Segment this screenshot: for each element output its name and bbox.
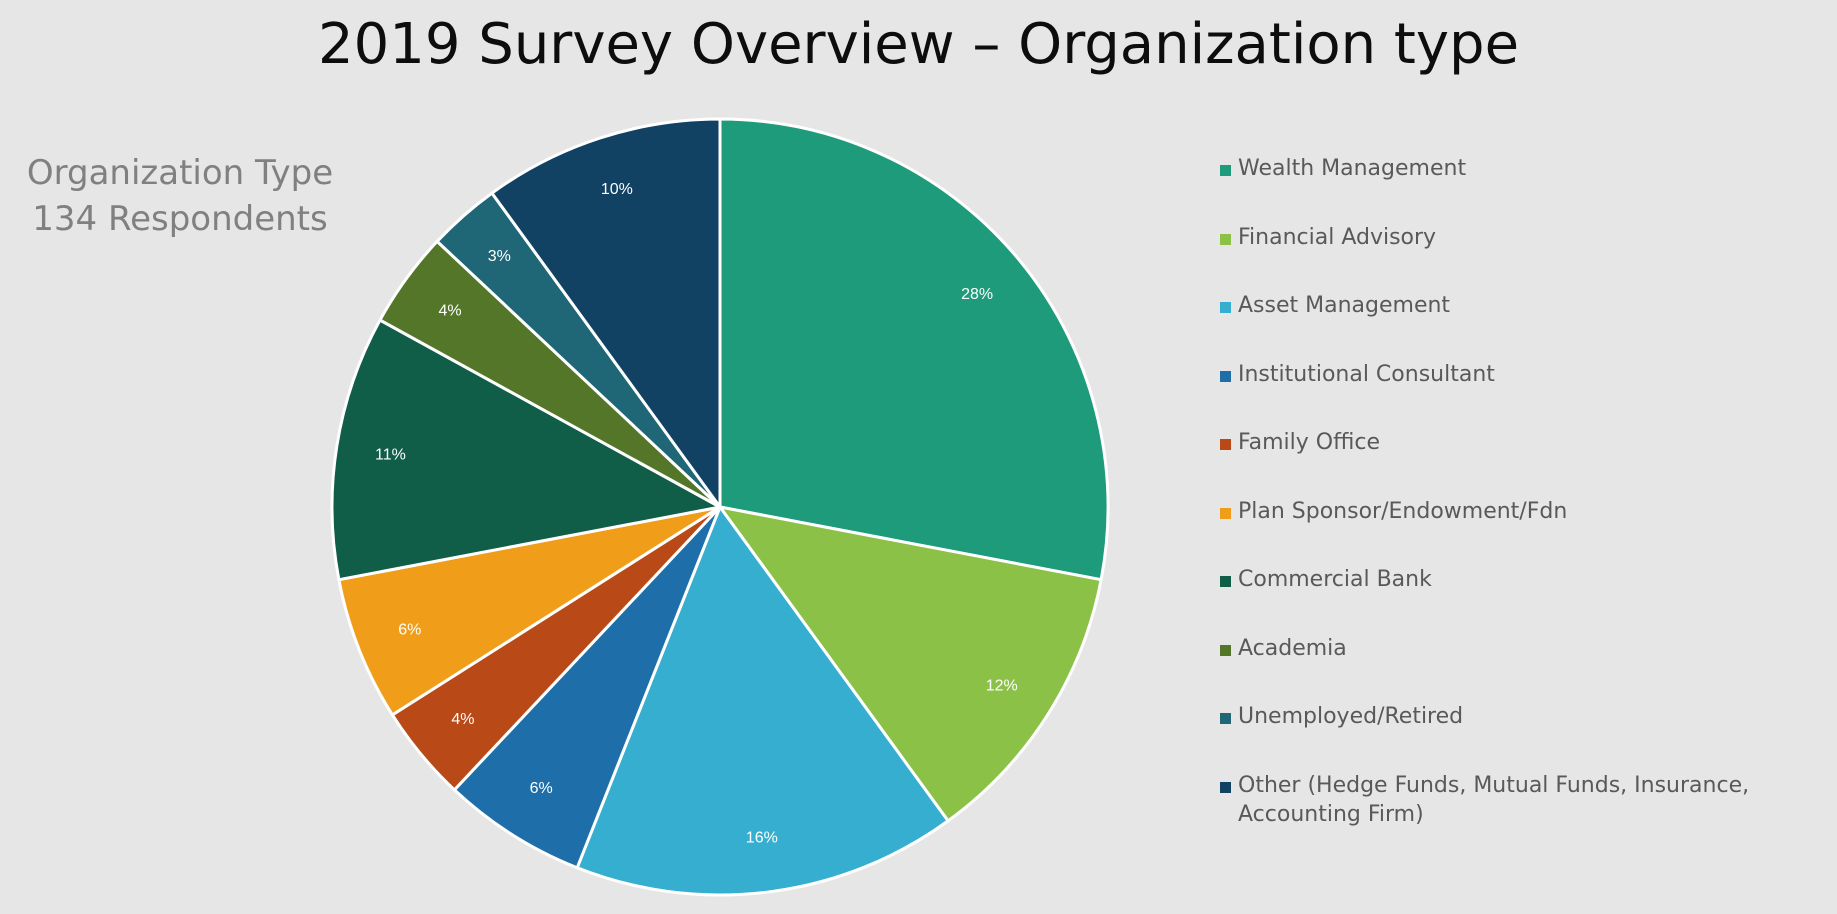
chart-legend: Wealth Management Financial Advisory Asset… — [1218, 154, 1818, 839]
legend-swatch — [1220, 370, 1231, 382]
data-label-family-office: 4% — [451, 711, 474, 728]
legend-item-commercial-bank: Commercial Bank — [1218, 565, 1818, 634]
legend-swatch — [1220, 576, 1231, 587]
legend-swatch — [1220, 644, 1231, 656]
data-label-wealth-management: 28% — [961, 286, 993, 303]
legend-item-other: Other (Hedge Funds, Mutual Funds, Insura… — [1218, 771, 1818, 840]
legend-item-institutional-consultant: Institutional Consultant — [1218, 360, 1818, 429]
data-label-other: 10% — [601, 181, 633, 198]
legend-label: Family Office — [1238, 430, 1381, 455]
chart-subtitle: Organization Type 134 Respondents — [20, 150, 340, 242]
legend-swatch — [1220, 507, 1231, 519]
data-label-unemployed-retired: 3% — [488, 248, 511, 265]
data-label-commercial-bank: 11% — [375, 446, 406, 463]
pie-slice-plan-sponsor-endowment-fdn — [337, 505, 722, 717]
legend-item-academia: Academia — [1218, 634, 1818, 703]
legend-item-plan-sponsor-endowment-fdn: Plan Sponsor/Endowment/Fdn — [1218, 497, 1818, 566]
pie-slice-wealth-management — [718, 117, 1110, 582]
legend-label: Unemployed/Retired — [1238, 704, 1464, 729]
legend-label: Institutional Consultant — [1238, 361, 1495, 387]
data-label-academia: 4% — [438, 302, 461, 319]
legend-item-wealth-management: Wealth Management — [1218, 154, 1818, 223]
pie-slice-financial-advisory — [718, 505, 1103, 823]
legend-label: Plan Sponsor/Endowment/Fdn — [1238, 498, 1568, 524]
pie-slice-commercial-bank — [330, 318, 722, 582]
legend-swatch — [1220, 233, 1231, 245]
legend-label: Wealth Management — [1238, 156, 1467, 181]
pie-slice-asset-management — [575, 505, 950, 897]
data-label-plan-sponsor-endowment-fdn: 6% — [398, 621, 421, 638]
legend-item-unemployed-retired: Unemployed/Retired — [1218, 702, 1818, 771]
data-label-financial-advisory: 12% — [986, 677, 1018, 694]
legend-swatch — [1220, 713, 1231, 724]
legend-swatch — [1220, 302, 1231, 313]
legend-label: Academia — [1238, 635, 1347, 661]
data-label-asset-management: 16% — [746, 830, 778, 847]
legend-label: Financial Advisory — [1238, 224, 1437, 250]
legend-swatch — [1220, 781, 1231, 793]
pie-slice-other — [490, 117, 722, 509]
legend-label: Other (Hedge Funds, Mutual Funds, Insura… — [1238, 772, 1750, 827]
legend-item-financial-advisory: Financial Advisory — [1218, 223, 1818, 292]
subtitle-line-respondents: 134 Respondents — [32, 199, 328, 239]
pie-slice-institutional-consultant — [452, 505, 722, 870]
legend-label: Commercial Bank — [1238, 567, 1432, 592]
subtitle-line-organization-type: Organization Type — [26, 153, 334, 193]
legend-swatch — [1220, 439, 1231, 450]
data-label-institutional-consultant: 6% — [530, 780, 553, 797]
legend-item-asset-management: Asset Management — [1218, 291, 1818, 360]
page-title: 2019 Survey Overview – Organization type — [317, 12, 1520, 77]
legend-item-family-office: Family Office — [1218, 428, 1818, 497]
legend-swatch — [1220, 165, 1231, 176]
legend-label: Asset Management — [1238, 293, 1451, 318]
